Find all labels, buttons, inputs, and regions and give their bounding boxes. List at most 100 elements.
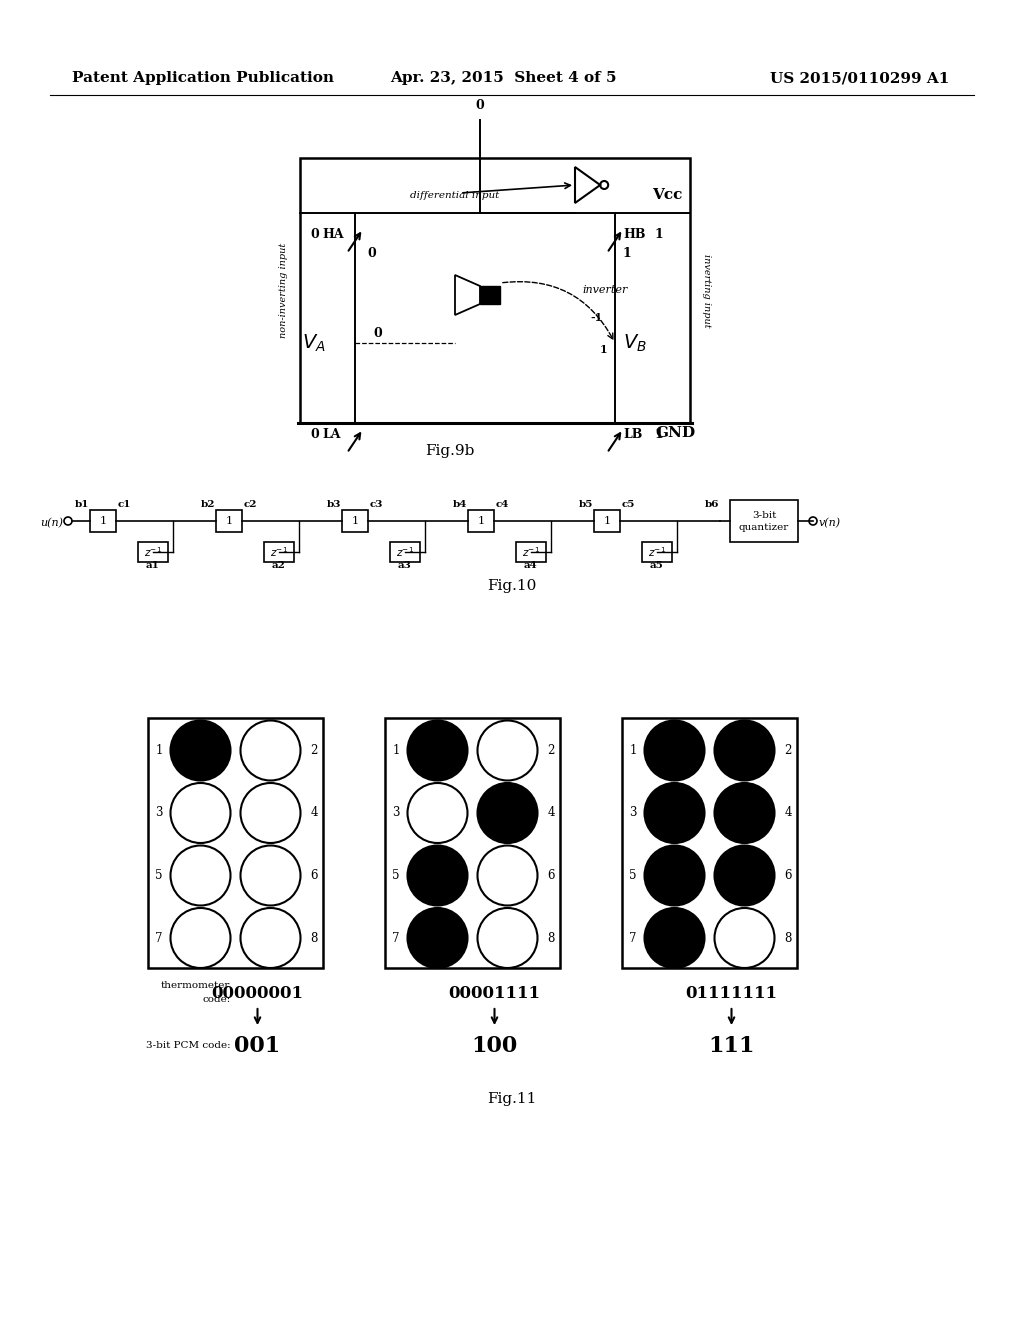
Text: 1: 1 [99, 516, 106, 525]
Text: 100: 100 [471, 1035, 517, 1057]
Text: 1: 1 [600, 345, 607, 355]
Text: 8: 8 [310, 932, 317, 945]
Text: thermometer: thermometer [161, 982, 230, 990]
Text: Vcc: Vcc [651, 187, 682, 202]
Text: -1: -1 [590, 312, 602, 323]
Circle shape [241, 846, 300, 906]
Text: b1: b1 [75, 500, 89, 510]
Text: 8: 8 [547, 932, 555, 945]
Bar [264, 543, 294, 562]
Text: 1: 1 [156, 744, 163, 756]
Text: 2: 2 [547, 744, 555, 756]
Text: c4: c4 [496, 500, 509, 510]
Bar [468, 510, 494, 532]
Text: c1: c1 [118, 500, 131, 510]
Circle shape [171, 783, 230, 843]
Bar [148, 718, 323, 968]
Text: $z^{-1}$: $z^{-1}$ [396, 545, 414, 558]
Text: 2: 2 [784, 744, 792, 756]
Text: 4: 4 [310, 807, 317, 820]
Text: quantizer: quantizer [739, 523, 790, 532]
Bar [390, 543, 420, 562]
Text: LB: LB [623, 428, 642, 441]
Text: 0: 0 [367, 247, 376, 260]
Bar [622, 718, 797, 968]
Bar [90, 510, 116, 532]
Text: b4: b4 [453, 500, 467, 510]
Bar [300, 158, 690, 422]
Text: 7: 7 [392, 932, 399, 945]
Circle shape [171, 908, 230, 968]
Text: 0: 0 [310, 228, 318, 242]
Circle shape [644, 908, 705, 968]
Circle shape [63, 517, 72, 525]
Text: US 2015/0110299 A1: US 2015/0110299 A1 [770, 71, 949, 84]
Text: b5: b5 [579, 500, 593, 510]
Text: Fig.11: Fig.11 [487, 1092, 537, 1106]
Circle shape [477, 908, 538, 968]
Text: 8: 8 [784, 932, 792, 945]
Text: 1: 1 [655, 428, 664, 441]
Text: 1: 1 [392, 744, 399, 756]
Circle shape [644, 783, 705, 843]
Text: 3-bit PCM code:: 3-bit PCM code: [145, 1041, 230, 1051]
Text: 2: 2 [310, 744, 317, 756]
Text: HB: HB [623, 228, 645, 242]
Text: 00001111: 00001111 [449, 986, 541, 1002]
Text: 01111111: 01111111 [685, 986, 777, 1002]
Text: 1: 1 [655, 228, 664, 242]
Circle shape [715, 908, 774, 968]
Bar [642, 543, 672, 562]
Circle shape [241, 721, 300, 780]
Circle shape [477, 783, 538, 843]
Text: $V_A$: $V_A$ [302, 333, 326, 354]
Text: 6: 6 [547, 869, 555, 882]
Text: a3: a3 [398, 561, 412, 570]
Text: 6: 6 [310, 869, 317, 882]
Text: a4: a4 [524, 561, 538, 570]
Text: 5: 5 [156, 869, 163, 882]
Text: 7: 7 [156, 932, 163, 945]
Text: 0: 0 [310, 428, 318, 441]
Circle shape [408, 783, 468, 843]
Text: inverter: inverter [583, 285, 628, 294]
Circle shape [408, 846, 468, 906]
Circle shape [715, 846, 774, 906]
Circle shape [408, 721, 468, 780]
Bar [516, 543, 546, 562]
Text: c3: c3 [370, 500, 383, 510]
Circle shape [408, 908, 468, 968]
Text: 1: 1 [623, 247, 632, 260]
Circle shape [477, 846, 538, 906]
Text: 4: 4 [547, 807, 555, 820]
Text: 0: 0 [475, 99, 484, 112]
Circle shape [171, 846, 230, 906]
Text: a1: a1 [146, 561, 160, 570]
Text: $V_B$: $V_B$ [623, 333, 647, 354]
Bar [730, 500, 798, 543]
Circle shape [715, 783, 774, 843]
Text: Fig.10: Fig.10 [487, 579, 537, 593]
Text: Apr. 23, 2015  Sheet 4 of 5: Apr. 23, 2015 Sheet 4 of 5 [390, 71, 616, 84]
Bar [216, 510, 242, 532]
Text: code:: code: [203, 995, 230, 1005]
Text: $z^{-1}$: $z^{-1}$ [270, 545, 288, 558]
Text: c5: c5 [622, 500, 635, 510]
Circle shape [644, 721, 705, 780]
Circle shape [715, 721, 774, 780]
Text: v(n): v(n) [819, 517, 841, 528]
Text: 001: 001 [234, 1035, 281, 1057]
Circle shape [241, 783, 300, 843]
Text: b3: b3 [327, 500, 341, 510]
Text: 3-bit: 3-bit [752, 511, 776, 520]
Text: $z^{-1}$: $z^{-1}$ [522, 545, 540, 558]
Text: 1: 1 [351, 516, 358, 525]
Circle shape [477, 721, 538, 780]
Bar [480, 286, 500, 304]
Text: a5: a5 [650, 561, 664, 570]
Text: c2: c2 [244, 500, 257, 510]
Text: 1: 1 [477, 516, 484, 525]
Text: 0: 0 [373, 327, 382, 341]
Text: 1: 1 [225, 516, 232, 525]
Text: Patent Application Publication: Patent Application Publication [72, 71, 334, 84]
